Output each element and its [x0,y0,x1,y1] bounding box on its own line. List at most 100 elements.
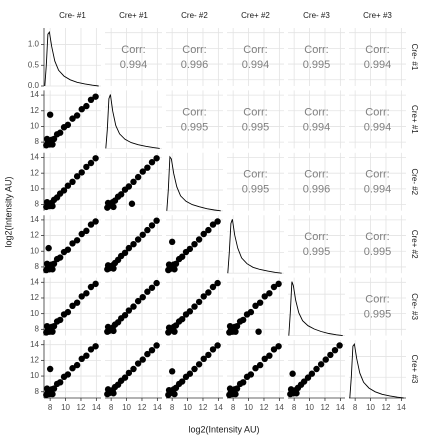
scatter-point [64,371,72,378]
corr-label: Corr: [365,106,389,118]
scatter-point [43,135,51,143]
scatter-point [110,203,117,211]
density-line [349,342,404,399]
y-tick-label: 10 [30,371,39,380]
column-strip: Cre- #2 [181,11,208,20]
scatter-point [214,342,221,349]
scatter-point [266,352,273,359]
column-strip: Cre+ #2 [241,11,270,20]
x-tick-label: 14 [153,403,162,412]
scatter-point [261,293,268,300]
scatter-point [56,316,64,324]
corr-label: Corr: [304,44,328,56]
scatter-point [205,226,212,234]
corr-label: Corr: [304,231,328,243]
corr-value: 0.995 [242,184,270,196]
x-tick-label: 10 [183,403,192,412]
y-tick-label: 10 [30,184,39,193]
scatter-point [144,288,151,295]
scatter-point [261,355,268,363]
scatter-point [139,356,146,363]
scatter-point [87,159,95,167]
scatter-point [121,249,129,257]
scatter-point [125,369,133,377]
scatter-point [50,385,58,392]
x-tick-label: 8 [109,403,114,412]
scatter-point [125,307,133,314]
density-line [166,155,221,212]
y-tick-label: 0.0 [28,81,40,90]
scatter-point [87,283,95,291]
scatter-point [50,260,58,267]
corr-label: Corr: [365,231,389,243]
scatter-point [43,385,51,392]
row-strip: Cre+ #2 [410,230,419,259]
x-tick-label: 14 [397,403,406,412]
corr-label: Corr: [304,169,328,181]
scatter-point [130,178,137,185]
scatter-point [104,199,112,207]
scatter-point [92,93,99,100]
scatter-point [214,279,221,287]
scatter-point [49,390,56,398]
scatter-point [87,346,95,353]
scatter-point [232,390,239,398]
scatter-point [83,163,90,171]
corr-label: Corr: [304,106,328,118]
scatter-point [43,198,51,206]
scatter-point [92,155,99,162]
scatter-point [83,227,90,235]
scatter-point [270,346,278,353]
scatter-point [56,254,64,261]
corr-label: Corr: [365,294,389,306]
x-tick-label: 8 [231,403,236,412]
scatter-point [78,106,85,113]
scatter-point [139,231,146,238]
x-tick-label: 14 [92,403,101,412]
corr-value: 0.995 [364,246,392,258]
corr-label: Corr: [243,44,267,56]
scatter-point [49,266,56,273]
scatter-point [232,328,239,335]
corr-value: 0.995 [364,309,392,321]
scatter-point [168,238,176,246]
scatter-point [110,265,117,272]
column-strip: Cre+ #3 [363,11,392,20]
y-tick-label: 14 [30,153,39,162]
scatter-point [78,169,85,176]
scatter-point [130,365,137,373]
scatter-point [104,386,112,393]
scatter-point [226,322,234,330]
scatter-point [104,323,112,331]
x-tick-label: 12 [321,403,330,412]
scatter-point [287,386,295,393]
scatter-point [270,283,278,291]
scatter-point [46,365,54,373]
scatter-point [293,390,300,397]
y-tick-label: 14 [30,277,39,286]
scatter-point [171,266,178,273]
scatter-point [139,168,146,175]
x-tick-label: 8 [292,403,297,412]
scatter-point [128,200,136,207]
scatter-point [83,102,90,110]
y-tick-label: 12 [30,293,39,302]
scatter-point [64,308,72,316]
x-tick-label: 10 [305,403,314,412]
density-line [44,30,99,87]
scatter-point [317,361,325,368]
scatter-point [313,365,320,373]
corr-value: 0.996 [303,184,331,196]
scatter-point [153,217,160,224]
scatter-point [49,202,56,210]
scatter-point [153,279,160,287]
y-tick-label: 12 [30,168,39,177]
scatter-point [214,218,221,225]
scatter-point [171,328,178,335]
y-tick-label: 12 [30,355,39,364]
x-tick-label: 10 [244,403,253,412]
y-tick-label: 12 [30,231,39,240]
scatter-point [125,183,133,190]
y-tick-label: 8 [35,387,40,396]
scatter-point [165,386,173,394]
